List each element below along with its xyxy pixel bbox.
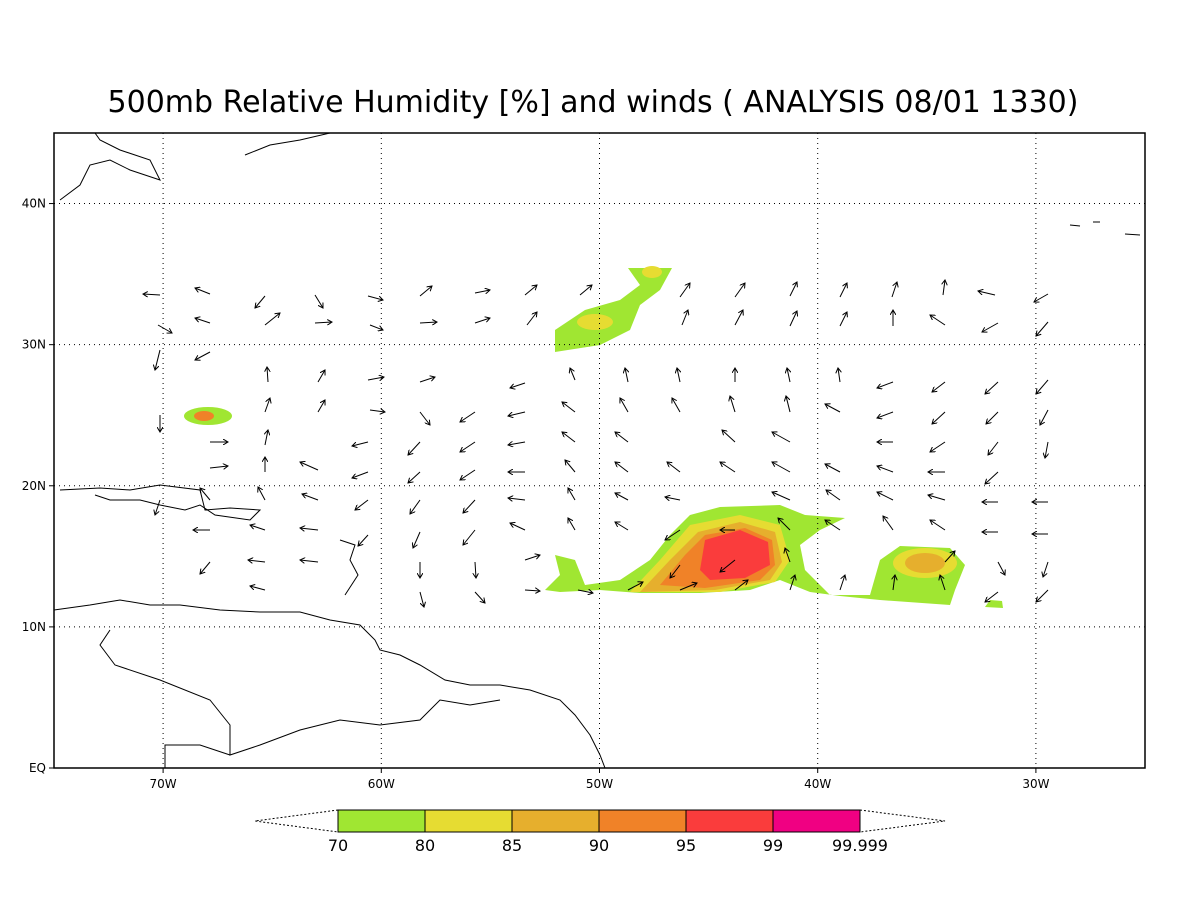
humidity-shading [184,266,1003,608]
lon-tick-label: 60W [368,777,395,791]
lon-tick-label: 70W [150,777,177,791]
colorbar-label: 90 [589,836,609,855]
colorbar: 70 80 85 90 95 99 99.999 [254,809,946,855]
colorbar-label: 99 [763,836,783,855]
colorbar-extension [254,809,946,833]
colorbar-box [511,809,600,833]
coastlines [54,133,1141,768]
colorbar-box [598,809,687,833]
lat-tick-label: 10N [22,620,46,634]
lat-tick-label: 20N [22,479,46,493]
lat-tick-label: 30N [22,338,46,352]
colorbar-box [772,809,861,833]
map-frame [53,132,1146,769]
colorbar-box [685,809,774,833]
colorbar-label: 85 [502,836,522,855]
wind-vectors [143,280,1048,607]
colorbar-label: 95 [676,836,696,855]
lat-tick-label: 40N [22,197,46,211]
colorbar-box [424,809,513,833]
colorbar-label: 70 [328,836,348,855]
colorbar-box [337,809,426,833]
lon-tick-label: 30W [1022,777,1049,791]
lon-tick-label: 50W [586,777,613,791]
title: 500mb Relative Humidity [%] and winds ( … [108,85,1079,120]
colorbar-label: 80 [415,836,435,855]
lon-tick-label: 40W [804,777,831,791]
lat-tick-label: EQ [29,761,46,775]
map-area [54,133,1141,768]
colorbar-label: 99.999 [832,836,888,855]
